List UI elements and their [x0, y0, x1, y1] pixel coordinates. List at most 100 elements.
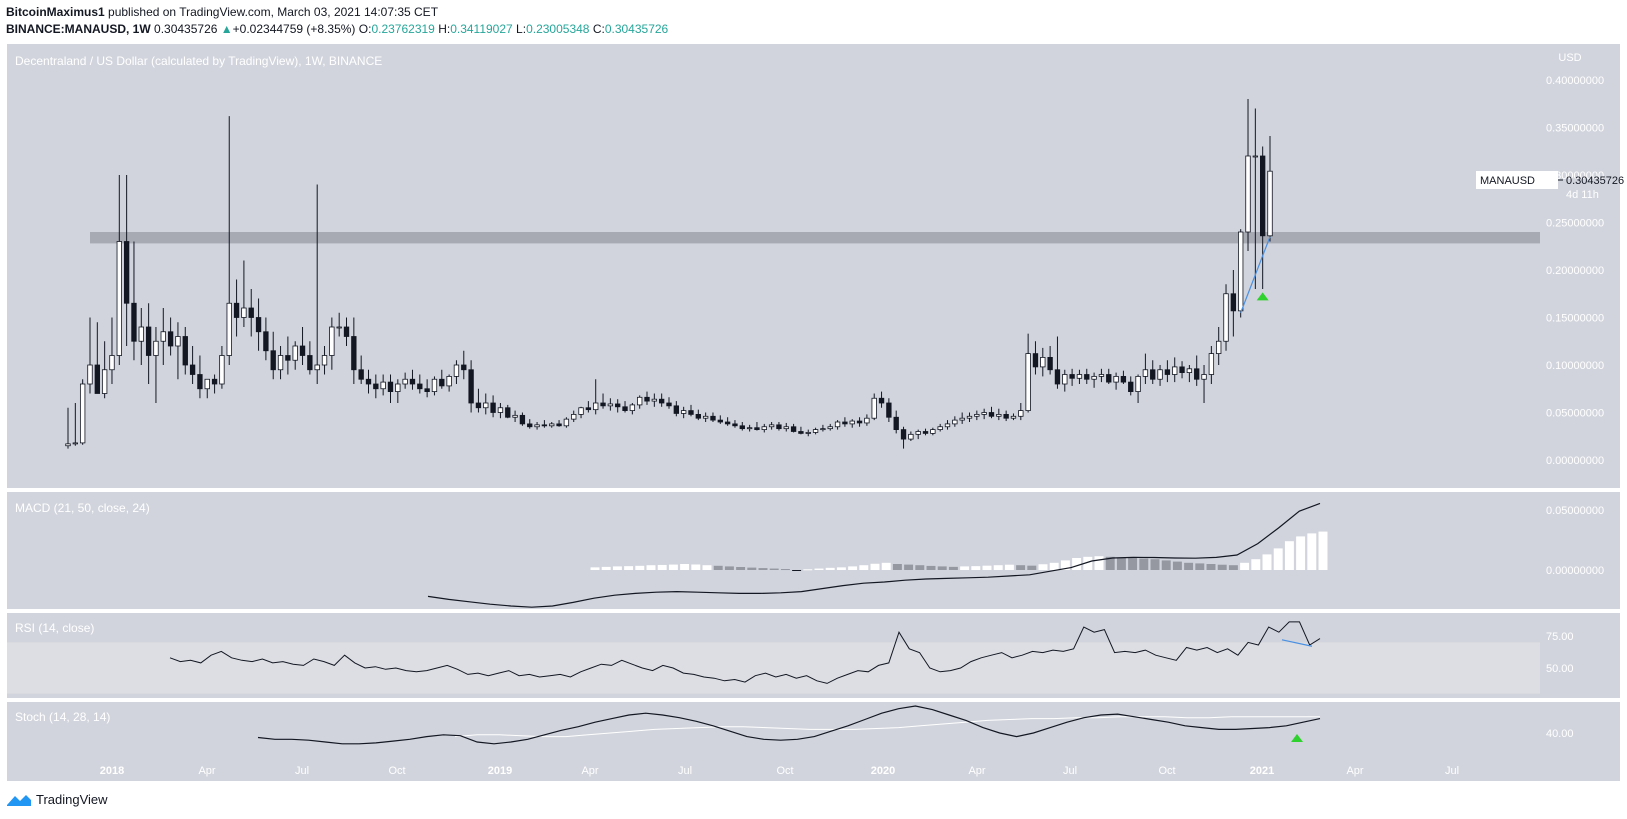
candle-body	[1018, 410, 1024, 417]
macd-histogram-bar	[915, 565, 925, 570]
macd-histogram-bar	[993, 565, 1003, 570]
macd-histogram-bar	[1016, 565, 1026, 570]
candle-body	[145, 326, 152, 356]
bullish-marker-icon	[1256, 292, 1269, 301]
stoch-axis-ticks: 40.00	[1546, 728, 1574, 740]
price-axis[interactable]	[1540, 44, 1620, 488]
macd-histogram-bar	[1318, 531, 1328, 570]
rsi-band	[7, 642, 1540, 694]
candle-body	[717, 419, 723, 423]
candle-body	[219, 355, 225, 385]
candle-body	[131, 302, 137, 342]
candle-body	[1120, 375, 1127, 383]
high-value: 0.34119027	[450, 22, 513, 36]
time-axis[interactable]	[7, 758, 1620, 781]
candle-body	[483, 402, 489, 409]
candle-body	[893, 416, 899, 431]
time-tick-label: Apr	[198, 765, 215, 777]
time-tick-label: 2018	[100, 765, 124, 777]
macd-histogram-bar	[1307, 533, 1317, 570]
candle-body	[358, 369, 364, 380]
macd-histogram-bar	[736, 567, 746, 570]
candle-body	[211, 378, 218, 385]
symbol-label: BINANCE:MANAUSD, 1W	[6, 22, 151, 36]
candle-body	[600, 402, 606, 407]
candle-body	[1142, 369, 1149, 377]
macd-histogram-bar	[1038, 564, 1048, 570]
candle-body	[695, 413, 701, 419]
candle-body	[153, 340, 159, 356]
time-tick-label: Oct	[388, 765, 405, 777]
candle-body	[827, 426, 833, 430]
candle-body	[505, 407, 511, 418]
stoch-axis	[1540, 702, 1620, 758]
macd-axis	[1540, 492, 1620, 609]
footer-brand[interactable]: TradingView	[36, 792, 108, 807]
candle-body	[1040, 356, 1046, 368]
candle-body	[556, 423, 562, 427]
candle-body	[952, 419, 958, 425]
candle-body	[1245, 155, 1251, 233]
macd-histogram-bar	[848, 566, 858, 570]
macd-histogram-bar	[1262, 554, 1272, 570]
candle-body	[820, 428, 826, 431]
macd-tick-label: 0.00000000	[1546, 565, 1604, 577]
candle-body	[1076, 374, 1083, 379]
candle-body	[109, 355, 115, 371]
candle-body	[1172, 366, 1178, 375]
candle-body	[72, 442, 79, 445]
macd-histogram-bar	[1195, 563, 1205, 570]
candle-body	[1238, 231, 1244, 312]
candle-body	[615, 403, 621, 408]
candle-body	[167, 331, 174, 347]
candle-body	[343, 326, 350, 337]
macd-histogram-bar	[836, 567, 846, 570]
candle-body	[490, 402, 496, 413]
candle-body	[746, 427, 753, 430]
macd-histogram-bar	[803, 569, 813, 571]
macd-histogram-bar	[1004, 564, 1014, 570]
candle-body	[593, 402, 599, 411]
price-pane[interactable]	[7, 44, 1540, 488]
candle-body	[94, 364, 100, 394]
macd-histogram-bar	[982, 565, 992, 570]
price-tick-label: 0.35000000	[1546, 123, 1604, 135]
macd-histogram	[590, 531, 1328, 571]
up-arrow-icon: ▲	[220, 22, 233, 36]
candle-body	[754, 427, 760, 431]
stoch-title: Stoch (14, 28, 14)	[15, 710, 110, 724]
candle-body	[585, 407, 592, 411]
macd-histogram-bar	[590, 567, 600, 570]
low-value: 0.23005348	[526, 22, 590, 36]
candle-body	[461, 364, 467, 371]
stoch-pane[interactable]	[7, 702, 1540, 758]
tradingview-logo-icon	[7, 794, 31, 806]
macd-histogram-bar	[881, 562, 891, 570]
candle-body	[1091, 375, 1097, 380]
candle-body	[475, 402, 482, 409]
time-tick-label: Oct	[776, 765, 793, 777]
time-tick-label: Jul	[1063, 765, 1077, 777]
macd-histogram-bar	[624, 566, 634, 570]
candle-body	[197, 374, 203, 390]
candle-body	[658, 398, 665, 404]
candle-body	[138, 326, 144, 342]
candle-body	[834, 421, 841, 428]
candle-body	[299, 345, 306, 356]
candle-body	[527, 423, 533, 428]
author-name[interactable]: BitcoinMaximus1	[6, 5, 105, 19]
candle-body	[1128, 381, 1134, 393]
candle-body	[380, 381, 386, 390]
candle-body	[453, 364, 460, 377]
candle-body	[1135, 375, 1141, 392]
candle-body	[710, 415, 716, 421]
price-tick-label: 0.00000000	[1546, 455, 1604, 467]
currency-label: USD	[1558, 52, 1581, 64]
macd-histogram-bar	[724, 566, 734, 570]
candle-body	[1106, 374, 1112, 383]
time-tick-label: Apr	[581, 765, 598, 777]
price-label-box	[1476, 171, 1558, 189]
candle-body	[1150, 369, 1156, 380]
macd-pane[interactable]	[7, 492, 1540, 609]
